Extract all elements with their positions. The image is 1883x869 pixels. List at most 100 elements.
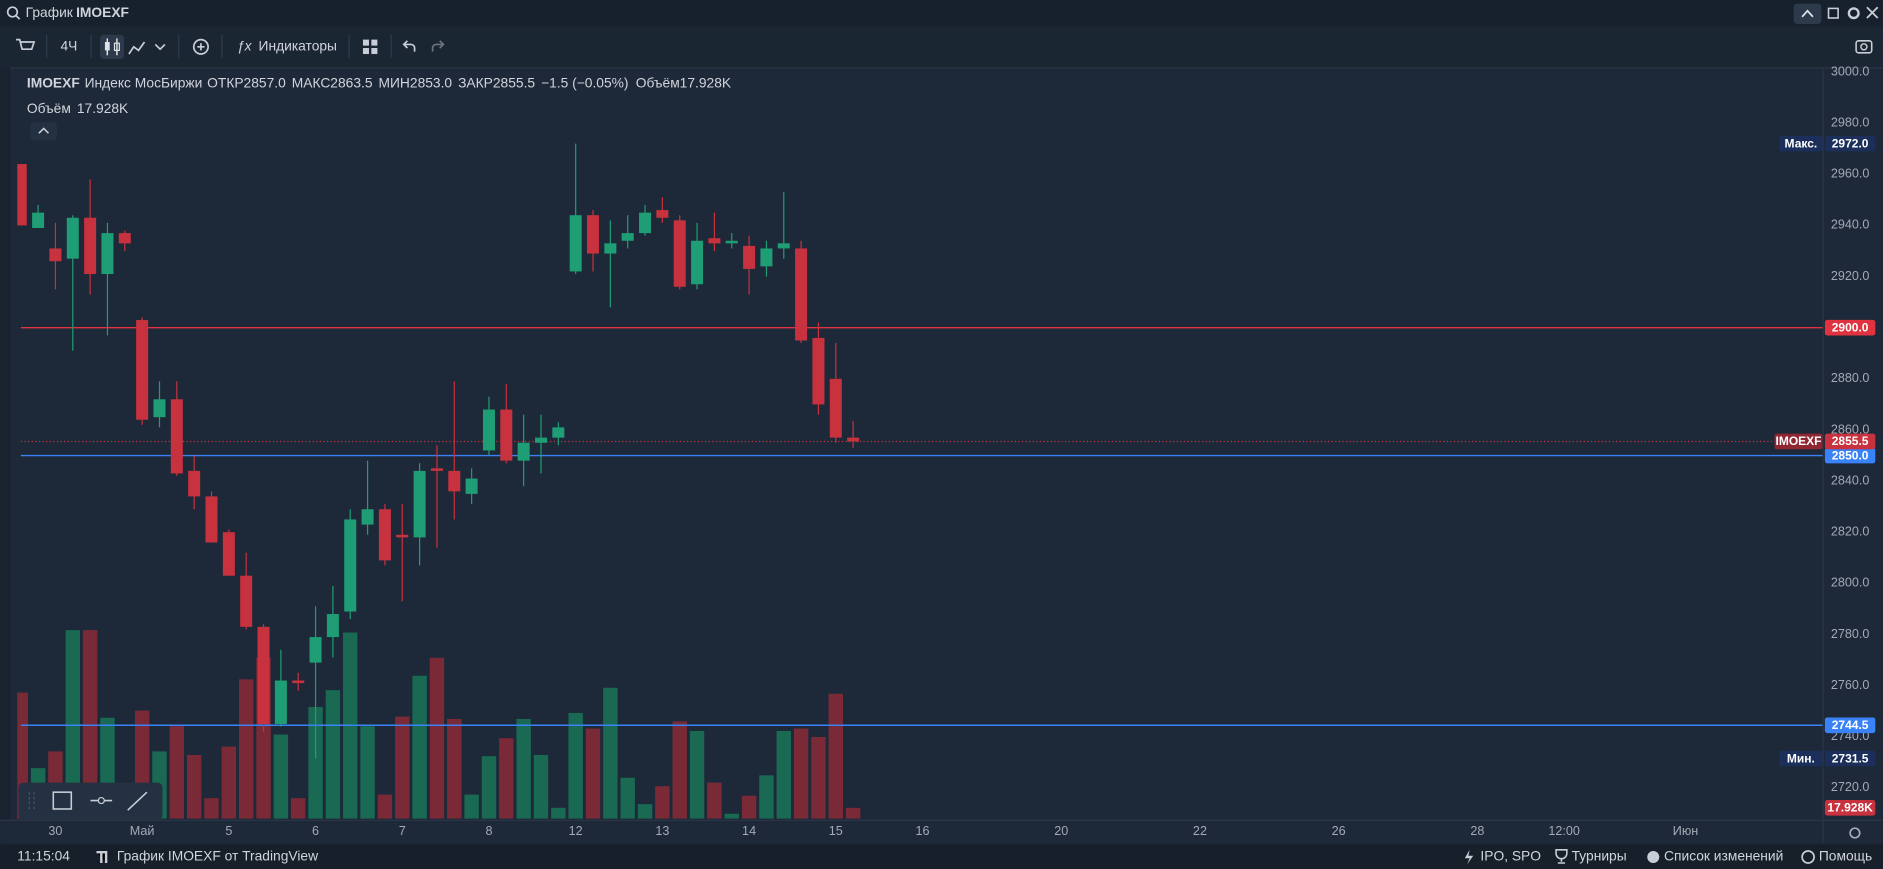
- undo-button[interactable]: [402, 40, 416, 52]
- last-price-name-tag: [1774, 433, 1823, 450]
- y-tick-label: 2920.0: [1831, 269, 1870, 283]
- legend-item: ЗАКР: [458, 76, 493, 91]
- legend-item: Индекс МосБиржи: [85, 76, 203, 91]
- changelog-icon: [1647, 850, 1660, 863]
- toolbar: [0, 26, 1883, 68]
- snapshot-button[interactable]: [1855, 40, 1873, 54]
- credit[interactable]: График IMOEXF от TradingView: [117, 849, 318, 864]
- level-tag: [1824, 447, 1876, 464]
- volume-bar: [273, 734, 289, 819]
- ipo-link[interactable]: IPO, SPO: [1480, 849, 1541, 864]
- candles-button[interactable]: [100, 34, 125, 59]
- candle-body: [795, 248, 808, 341]
- candle-body: [587, 215, 600, 254]
- indicators-button[interactable]: Индикаторы: [259, 38, 337, 53]
- close-button[interactable]: [1866, 6, 1879, 19]
- legend-item: 2855.5: [493, 76, 536, 91]
- compare-button[interactable]: [192, 38, 209, 55]
- drag-handle[interactable]: [28, 792, 35, 812]
- volume-bar: [429, 657, 445, 819]
- candle-body: [257, 626, 270, 724]
- interval-button[interactable]: 4Ч: [60, 38, 77, 53]
- volume-bar: [568, 712, 583, 819]
- status-bar: [0, 843, 1883, 869]
- y-tick-label: 2800.0: [1831, 576, 1870, 590]
- candle-body: [604, 243, 617, 254]
- legend-item: МИН: [379, 76, 410, 91]
- y-tick-label: 2960.0: [1831, 167, 1870, 181]
- volume-bar: [204, 798, 219, 819]
- search-label: График: [26, 5, 74, 20]
- x-tick-label: 12:00: [1548, 824, 1580, 838]
- y-tick-label: 2940.0: [1831, 218, 1870, 232]
- changelog-link[interactable]: Список изменений: [1664, 849, 1783, 864]
- candle-body: [448, 470, 461, 492]
- collapse-icon: [1801, 9, 1814, 18]
- legend-item: IMOEXF: [27, 76, 80, 91]
- candle-body: [673, 220, 686, 287]
- legend-item: −1.5 (−0.05%): [541, 76, 628, 91]
- candle-body: [534, 437, 547, 443]
- candle-body: [465, 478, 478, 494]
- settings-button[interactable]: [1847, 7, 1860, 20]
- cart-button[interactable]: [16, 38, 36, 51]
- volume-bar: [689, 730, 705, 819]
- chart-type-menu[interactable]: [154, 43, 166, 51]
- snapshot-icon: [1860, 43, 1868, 51]
- axis-settings[interactable]: [1849, 827, 1861, 839]
- candle-body: [66, 217, 79, 259]
- chart-type-button[interactable]: [128, 41, 146, 55]
- y-tick-label: 2980.0: [1831, 115, 1870, 129]
- trendline-tool[interactable]: [127, 791, 148, 811]
- volume-bar: [395, 716, 410, 819]
- volume-tag: [1824, 800, 1876, 816]
- x-tick-label: 8: [485, 824, 492, 838]
- contests-icon: [1555, 849, 1568, 864]
- levels: [20, 326, 1823, 726]
- candle-body: [743, 245, 756, 269]
- candle-body: [49, 248, 62, 262]
- candles-icon: [113, 42, 120, 52]
- legend-item: 17.928K: [77, 101, 129, 116]
- candle-body: [639, 212, 652, 234]
- candle-body: [482, 409, 495, 451]
- compare-icon: [197, 43, 205, 51]
- candles-icon: [104, 42, 110, 51]
- marker-name-tag: [1779, 135, 1823, 152]
- contests-link[interactable]: Турниры: [1572, 849, 1627, 864]
- x-tick-label: Май: [130, 824, 155, 838]
- legend-item: 2857.0: [244, 76, 287, 91]
- volume-bar: [82, 630, 98, 819]
- legend-toggle[interactable]: [30, 122, 57, 141]
- search-icon[interactable]: [6, 6, 19, 18]
- volume-bar: [776, 730, 791, 819]
- candle-body: [188, 470, 201, 497]
- layouts-button[interactable]: [362, 39, 378, 55]
- volume-bar: [741, 795, 757, 819]
- candle-body: [569, 215, 582, 272]
- volume-bar: [811, 736, 826, 819]
- marker-label: 2731.5: [1832, 751, 1869, 765]
- x-tick-label: 15: [829, 824, 843, 838]
- x-tick-label: Июн: [1673, 824, 1698, 838]
- y-tick-label: 2860.0: [1831, 422, 1870, 436]
- y-tick-label: 2880.0: [1831, 371, 1870, 385]
- volume-bar: [828, 693, 843, 819]
- volume-bar: [65, 630, 80, 819]
- popout-button[interactable]: [1827, 7, 1839, 19]
- collapse-button[interactable]: [1793, 3, 1822, 25]
- candle-body: [812, 337, 825, 405]
- clock: 11:15:04: [17, 849, 70, 864]
- volume-bar: [291, 798, 306, 819]
- marker-tag: [1824, 750, 1876, 767]
- marker-name-tag: [1779, 750, 1823, 767]
- last-price-label: 2855.5: [1832, 434, 1869, 448]
- volume-bar: [412, 675, 427, 819]
- volume-pane: [17, 630, 861, 819]
- help-link[interactable]: Помощь: [1819, 849, 1872, 864]
- redo-button[interactable]: [431, 40, 445, 52]
- volume-bar: [845, 807, 861, 819]
- help-icon: [1801, 850, 1815, 864]
- candle-body: [17, 164, 27, 226]
- rectangle-tool[interactable]: [52, 791, 73, 810]
